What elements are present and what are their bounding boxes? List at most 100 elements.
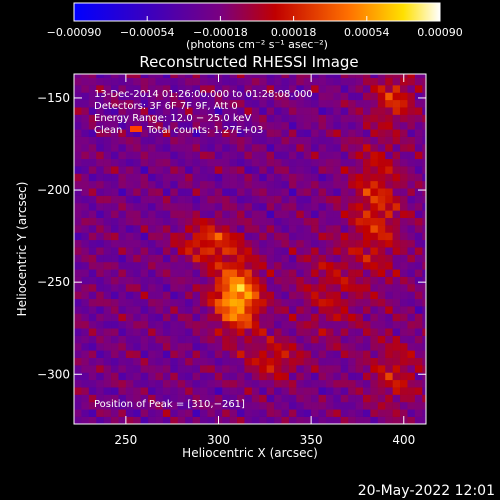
heatmap-cell <box>288 74 297 78</box>
colorbar <box>74 3 440 21</box>
heatmap-cell <box>407 306 416 314</box>
heatmap-cell <box>251 77 260 86</box>
heatmap-cell <box>192 92 201 101</box>
heatmap-cell <box>237 136 245 145</box>
heatmap-cell <box>370 365 379 373</box>
heatmap-cell <box>392 166 401 174</box>
heatmap-cell <box>140 372 149 381</box>
heatmap-cell <box>296 180 305 189</box>
heatmap-cell <box>74 313 82 322</box>
heatmap-cell <box>340 335 349 344</box>
heatmap-cell <box>311 284 319 292</box>
x-tick-label: 300 <box>207 433 230 447</box>
heatmap-cell <box>111 188 119 196</box>
heatmap-cell <box>407 335 416 344</box>
heatmap-cell <box>162 247 171 255</box>
heatmap-cell <box>111 401 119 410</box>
heatmap-cell <box>162 232 171 241</box>
heatmap-cell <box>125 298 134 307</box>
heatmap-cell <box>288 210 297 218</box>
heatmap-cell <box>155 121 164 130</box>
heatmap-cell <box>288 298 297 307</box>
heatmap-cell <box>81 372 90 381</box>
heatmap-cell <box>214 306 223 314</box>
heatmap-cell <box>214 195 223 204</box>
heatmap-cell <box>348 313 356 322</box>
heatmap-cell <box>407 99 416 108</box>
heatmap-cell <box>118 261 127 270</box>
heatmap-cell <box>177 313 186 322</box>
heatmap-cell <box>266 357 275 366</box>
heatmap-cell <box>259 202 267 211</box>
heatmap-cell <box>370 269 379 277</box>
heatmap-cell <box>185 151 193 160</box>
heatmap-cell <box>259 357 267 366</box>
heatmap-cell <box>118 210 127 218</box>
colorbar-tick-label: −0.00054 <box>120 26 175 39</box>
heatmap-cell <box>96 261 104 270</box>
heatmap-cell <box>266 379 275 388</box>
heatmap-cell <box>207 261 216 270</box>
heatmap-cell <box>155 313 164 322</box>
heatmap-cell <box>385 239 393 248</box>
heatmap-cell <box>266 342 275 351</box>
heatmap-cell <box>118 232 127 241</box>
heatmap-cell <box>288 166 297 174</box>
heatmap-cell <box>125 276 134 285</box>
heatmap-cell <box>155 92 164 101</box>
heatmap-cell <box>392 232 401 241</box>
heatmap-cell <box>237 350 245 358</box>
heatmap-cell <box>170 247 179 255</box>
heatmap-cell <box>348 180 356 189</box>
heatmap-cell <box>207 247 216 255</box>
heatmap-cell <box>274 107 282 115</box>
heatmap-cell <box>244 394 253 403</box>
heatmap-cell <box>377 350 386 358</box>
heatmap-cell <box>274 291 282 300</box>
heatmap-cell <box>385 217 393 226</box>
heatmap-cell <box>140 129 149 137</box>
heatmap-cell <box>207 121 216 130</box>
heatmap-cell <box>325 372 334 381</box>
heatmap-cell <box>400 114 408 123</box>
heatmap-cell <box>422 276 426 285</box>
heatmap-cell <box>222 394 230 403</box>
heatmap-cell <box>392 217 401 226</box>
heatmap-cell <box>88 379 97 388</box>
heatmap-cell <box>259 401 267 410</box>
heatmap-cell <box>318 306 327 314</box>
heatmap-cell <box>422 350 426 358</box>
heatmap-cell <box>96 284 104 292</box>
heatmap-cell <box>133 247 141 255</box>
heatmap-cell <box>81 328 90 336</box>
heatmap-cell <box>422 291 426 300</box>
heatmap-cell <box>140 195 149 204</box>
heatmap-cell <box>281 144 290 152</box>
heatmap-cell <box>125 173 134 182</box>
heatmap-cell <box>185 77 193 86</box>
heatmap-cell <box>177 254 186 263</box>
heatmap-cell <box>251 239 260 248</box>
heatmap-cell <box>281 342 290 351</box>
clean-color-swatch <box>130 126 142 132</box>
heatmap-cell <box>96 247 104 255</box>
heatmap-cell <box>318 74 327 78</box>
heatmap-cell <box>81 394 90 403</box>
heatmap-cell <box>407 254 416 263</box>
heatmap-cell <box>237 188 245 196</box>
heatmap-cell <box>118 180 127 189</box>
heatmap-cell <box>377 261 386 270</box>
heatmap-cell <box>392 114 401 123</box>
heatmap-cell <box>118 77 127 86</box>
heatmap-cell <box>370 99 379 108</box>
heatmap-cell <box>140 306 149 314</box>
heatmap-cell <box>148 335 156 344</box>
heatmap-cell <box>177 136 186 145</box>
heatmap-cell <box>170 136 179 145</box>
heatmap-cell <box>274 217 282 226</box>
heatmap-cell <box>251 350 260 358</box>
heatmap-cell <box>162 77 171 86</box>
heatmap-cell <box>333 74 342 78</box>
heatmap-cell <box>288 129 297 137</box>
heatmap-cell <box>118 225 127 233</box>
